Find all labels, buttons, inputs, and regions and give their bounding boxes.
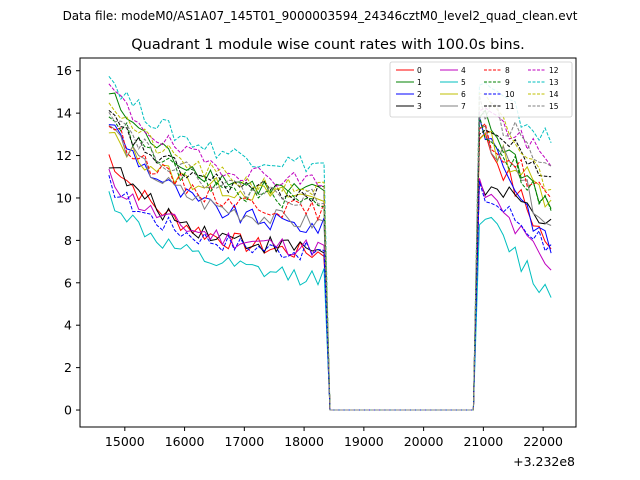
chart-suptitle: Data file: modeM0/AS1A07_145T01_90000035… xyxy=(63,9,578,23)
legend-box xyxy=(389,61,573,118)
x-tick-label: 19000 xyxy=(344,434,384,449)
series-line-2 xyxy=(108,117,552,411)
y-axis: 0 2 4 6 8 10 12 14 16 xyxy=(56,63,80,418)
axes-frame xyxy=(79,57,577,428)
legend-label-5: 5 xyxy=(461,78,466,87)
y-tick-label: 4 xyxy=(64,318,72,333)
y-tick-label: 14 xyxy=(56,106,72,121)
x-offset-label: +3.232e8 xyxy=(513,454,575,469)
legend-label-8: 8 xyxy=(505,66,510,75)
legend-label-9: 9 xyxy=(505,78,510,87)
legend-label-1: 1 xyxy=(417,78,422,87)
series-line-1 xyxy=(108,92,552,411)
series-line-14 xyxy=(108,92,552,411)
legend-label-11: 11 xyxy=(505,102,515,111)
series-line-6 xyxy=(108,130,552,411)
y-tick-label: 0 xyxy=(64,403,72,418)
series-line-15 xyxy=(108,95,552,411)
x-tick-label: 17000 xyxy=(224,434,264,449)
chart-title: Quadrant 1 module wise count rates with … xyxy=(131,37,525,53)
y-tick-label: 12 xyxy=(56,148,72,163)
series-line-5 xyxy=(108,191,552,411)
y-tick-label: 16 xyxy=(56,63,72,78)
x-axis: 15000 16000 17000 18000 19000 20000 21000 22000 xyxy=(105,427,563,449)
x-tick-label: 18000 xyxy=(284,434,324,449)
y-tick-label: 10 xyxy=(56,190,72,205)
legend-label-4: 4 xyxy=(461,66,466,75)
legend-label-10: 10 xyxy=(505,90,515,99)
legend-label-2: 2 xyxy=(417,90,422,99)
series-line-9 xyxy=(108,115,552,411)
y-tick-label: 6 xyxy=(64,275,72,290)
x-tick-label: 16000 xyxy=(165,434,205,449)
legend-label-14: 14 xyxy=(549,90,559,99)
legend-label-6: 6 xyxy=(461,90,466,99)
series-line-11 xyxy=(108,110,552,411)
legend-label-12: 12 xyxy=(549,66,559,75)
series-line-4 xyxy=(108,168,552,411)
legend-label-13: 13 xyxy=(549,78,559,87)
legend-label-7: 7 xyxy=(461,102,466,111)
series-line-7 xyxy=(108,124,552,411)
y-tick-label: 8 xyxy=(64,233,72,248)
legend-label-0: 0 xyxy=(417,66,422,75)
x-tick-label: 21000 xyxy=(463,434,503,449)
legend-label-3: 3 xyxy=(417,102,422,111)
plot-area xyxy=(108,75,552,411)
series-line-0 xyxy=(108,132,552,411)
series-line-8 xyxy=(108,122,552,411)
legend-label-15: 15 xyxy=(549,102,559,111)
x-tick-label: 20000 xyxy=(404,434,444,449)
x-tick-label: 22000 xyxy=(523,434,563,449)
y-tick-label: 2 xyxy=(64,360,72,375)
x-tick-label: 15000 xyxy=(105,434,145,449)
series-line-10 xyxy=(108,174,552,411)
series-line-12 xyxy=(108,83,552,411)
series-line-3 xyxy=(108,167,552,411)
